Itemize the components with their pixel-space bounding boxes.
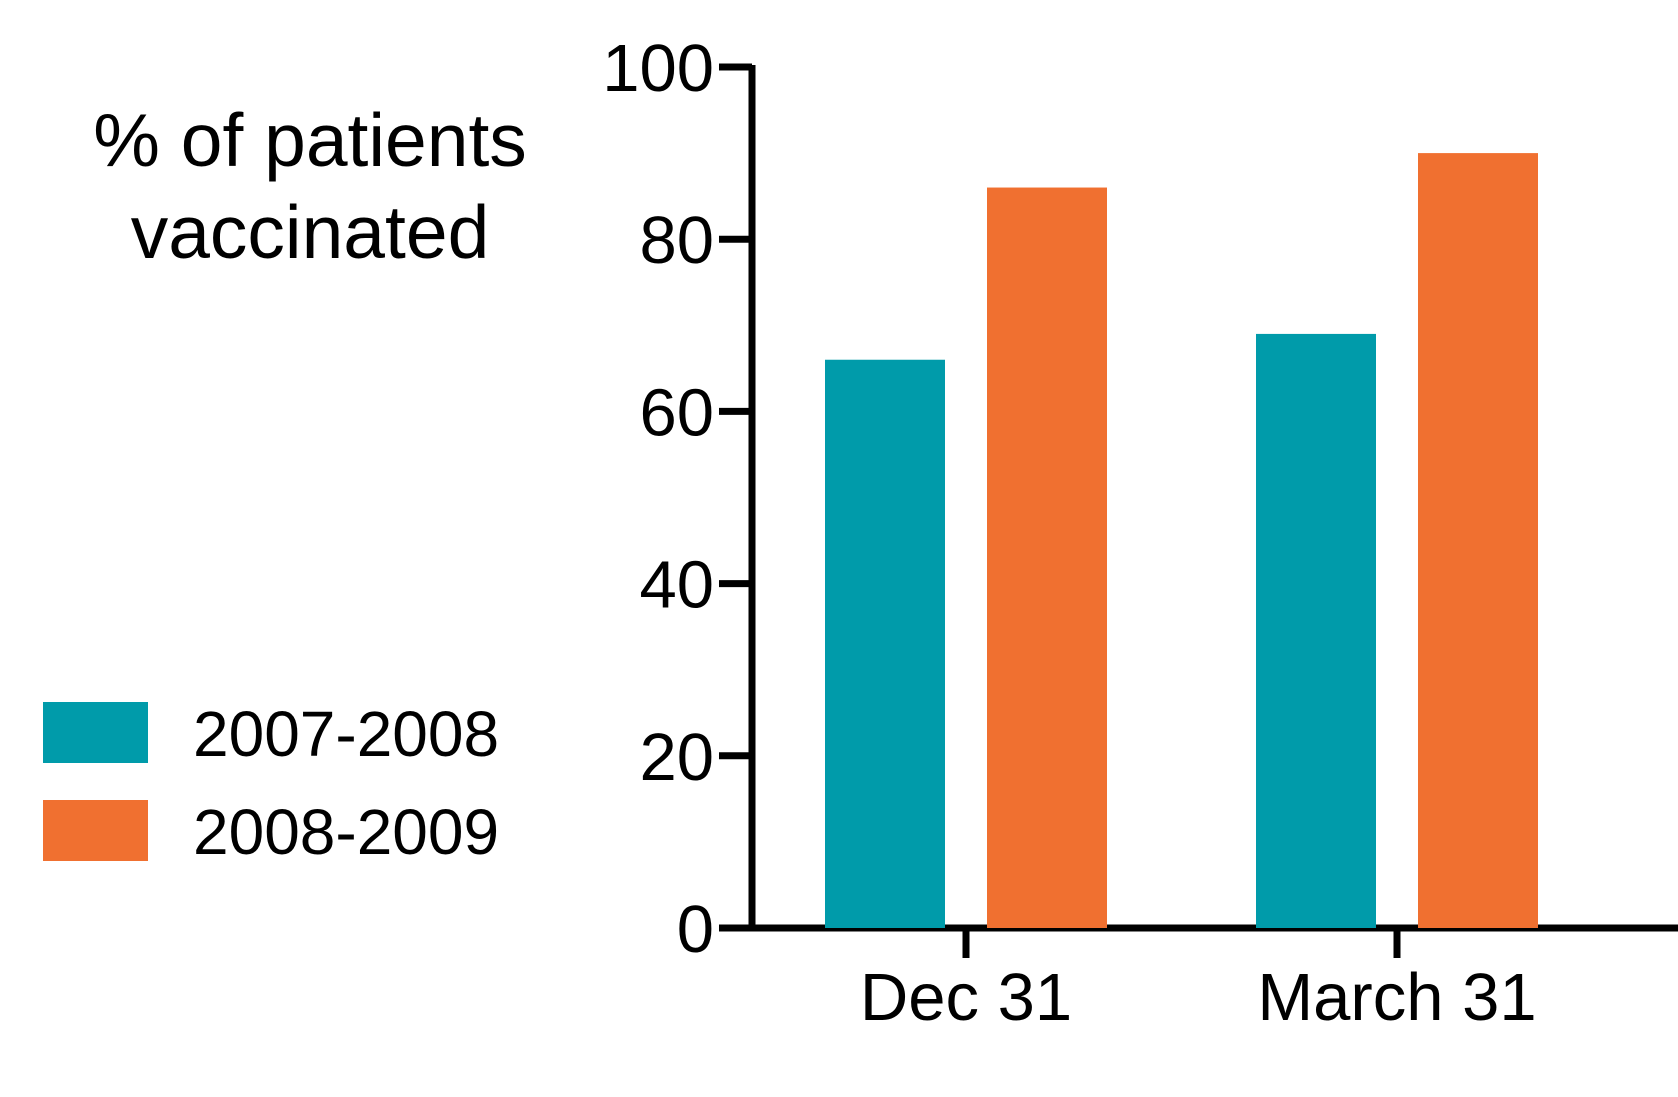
bar [825,359,945,928]
legend-label-series-2: 2008-2009 [193,796,500,868]
y-tick-label: 60 [639,375,714,450]
x-tick-label: March 31 [1257,960,1536,1035]
legend-swatch-series-2 [43,800,148,861]
bar [1418,153,1538,929]
legend-label-series-1: 2007-2008 [193,698,500,770]
y-tick-label: 0 [677,892,714,967]
bar [1256,333,1376,928]
y-tick-label: 80 [639,203,714,278]
x-tick-label: Dec 31 [860,960,1072,1035]
y-tick-label: 40 [639,548,714,623]
y-tick-label: 100 [602,31,714,106]
y-axis-label-line1: % of patients [93,98,527,182]
y-tick-label: 20 [639,720,714,795]
legend-swatch-series-1 [43,702,148,763]
bar [987,187,1107,929]
y-axis-label-line2: vaccinated [130,190,490,274]
